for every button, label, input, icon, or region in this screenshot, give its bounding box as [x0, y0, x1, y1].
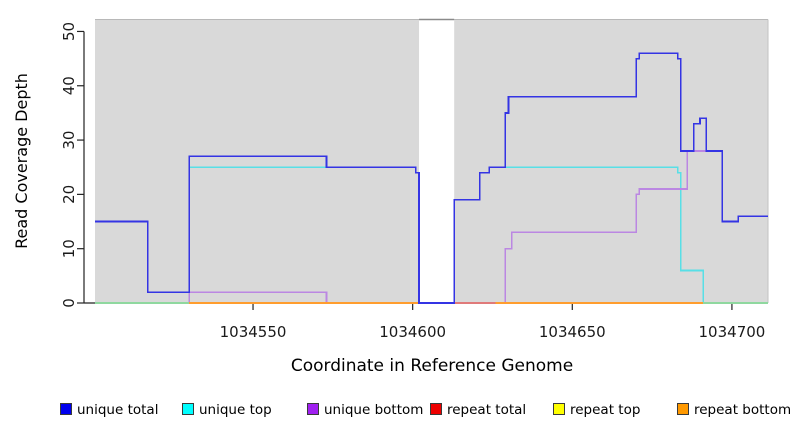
series-line-unique-total — [95, 52, 768, 304]
x-axis-title: Coordinate in Reference Genome — [291, 356, 573, 376]
y-tick-label: 0 — [60, 298, 78, 308]
y-tick-label: 50 — [60, 22, 78, 41]
y-tick-label: 40 — [60, 76, 78, 95]
x-tick-label: 1034550 — [220, 323, 287, 341]
y-axis-title: Read Coverage Depth — [12, 73, 31, 249]
x-tick-label: 1034650 — [539, 323, 606, 341]
y-tick-label: 30 — [60, 131, 78, 150]
x-tick-label: 1034700 — [699, 323, 766, 341]
series-lines — [95, 52, 768, 304]
gap-band-rect — [419, 19, 455, 303]
x-tick-label: 1034600 — [379, 323, 446, 341]
masked-gap-band — [419, 18, 455, 303]
axes: 0 10 20 30 40 50 1034550 1034600 1034650 1034700 — [60, 22, 768, 341]
y-tick-label: 10 — [60, 239, 78, 258]
y-tick-label: 20 — [60, 185, 78, 204]
